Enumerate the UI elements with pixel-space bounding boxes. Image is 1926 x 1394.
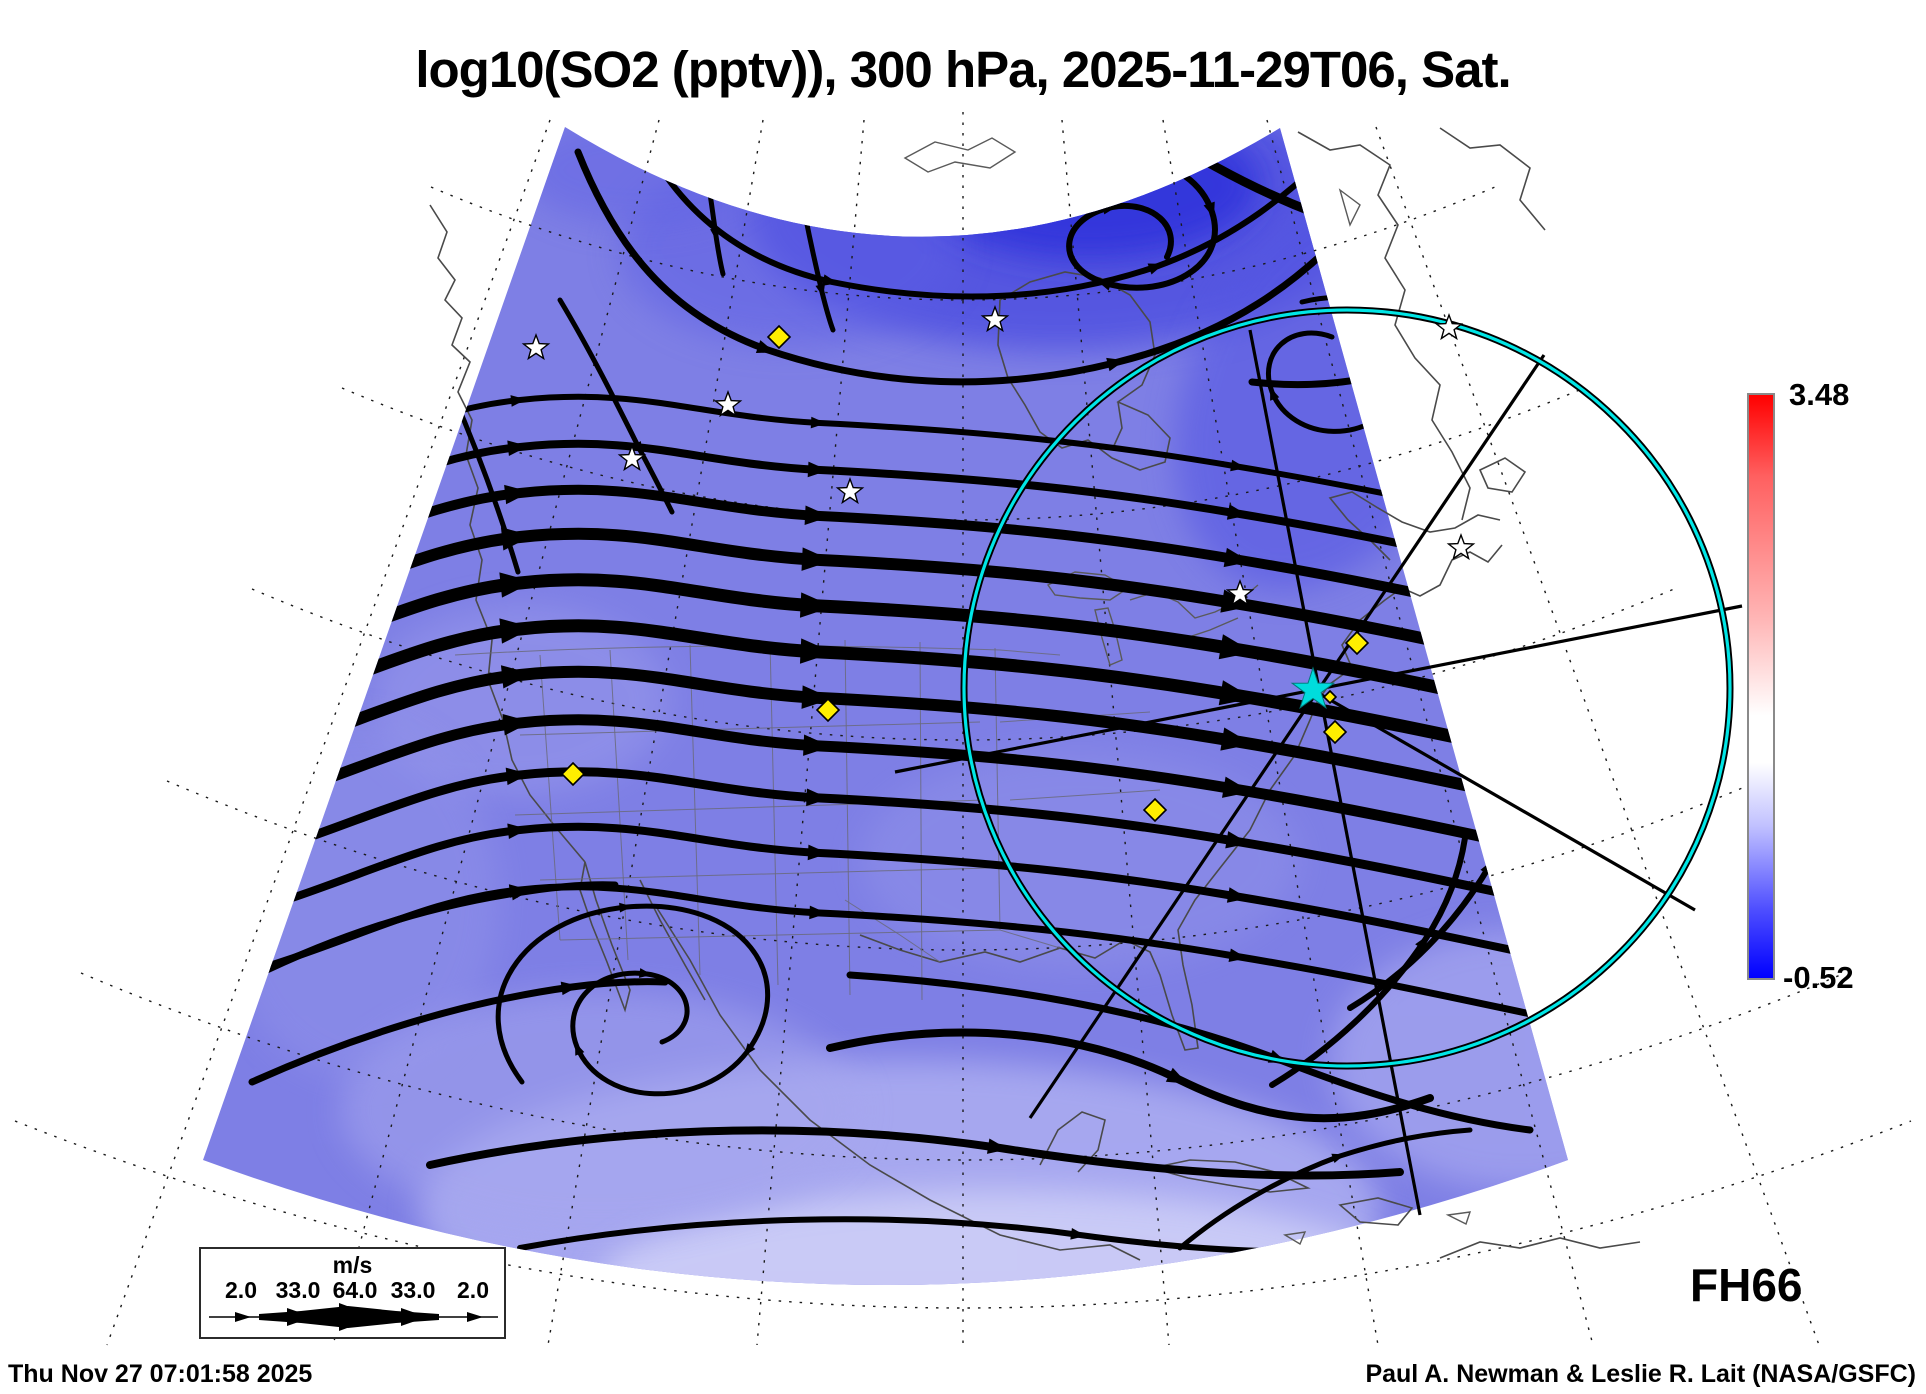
site-diamond-marker	[815, 697, 841, 723]
page-title: log10(SO2 (pptv)), 300 hPa, 2025-11-29T0…	[415, 41, 1511, 98]
diamond-markers	[560, 324, 1370, 823]
volcano-star-marker	[835, 476, 865, 505]
volcano-star-marker	[1446, 532, 1476, 561]
colorbar	[1747, 393, 1775, 980]
wind-legend-value-4: 33.0	[390, 1277, 436, 1303]
volcano-star-marker	[617, 443, 647, 472]
center-star-marker	[1290, 666, 1336, 710]
volcano-star-marker	[521, 332, 551, 361]
observation-line	[1312, 688, 1696, 912]
site-diamond-marker	[1322, 689, 1338, 705]
wind-legend-value-1: 2.0	[225, 1277, 257, 1303]
range-ring	[960, 306, 1734, 1070]
range-ring-circle	[962, 308, 1732, 1068]
site-diamond-marker	[1142, 797, 1168, 823]
colorbar-min-label: -0.52	[1783, 960, 1854, 995]
volcano-star-marker	[713, 389, 743, 418]
site-diamond-marker	[560, 761, 586, 787]
star-markers	[521, 304, 1476, 607]
volcano-star-marker	[980, 304, 1010, 333]
site-diamond-marker	[1322, 719, 1348, 745]
site-diamond-marker	[1344, 630, 1370, 656]
forecast-hour-label: FH66	[1690, 1259, 1803, 1311]
volcano-star-marker	[1225, 578, 1255, 607]
wind-legend-value-2: 33.0	[275, 1277, 321, 1303]
wind-speed-legend: m/s 2.0 33.0 64.0 33.0 2.0	[199, 1247, 506, 1339]
wind-legend-units: m/s	[332, 1252, 373, 1278]
volcano-star-marker	[1434, 312, 1464, 341]
observation-line	[1248, 329, 1422, 1216]
colorbar-max-label: 3.48	[1789, 377, 1850, 412]
wind-legend-value-5: 2.0	[457, 1277, 489, 1303]
site-diamond-marker	[766, 324, 792, 350]
wind-legend-value-3: 64.0	[332, 1277, 378, 1303]
eruption-center-star	[1290, 666, 1336, 710]
wind-streamlines	[213, 127, 1552, 1255]
credit-text: Paul A. Newman & Leslie R. Lait (NASA/GS…	[1365, 1360, 1916, 1388]
so2-fill-region	[203, 127, 1568, 1285]
wind-legend-arrow-scale	[209, 1303, 498, 1331]
generated-timestamp: Thu Nov 27 07:01:58 2025	[8, 1360, 313, 1388]
